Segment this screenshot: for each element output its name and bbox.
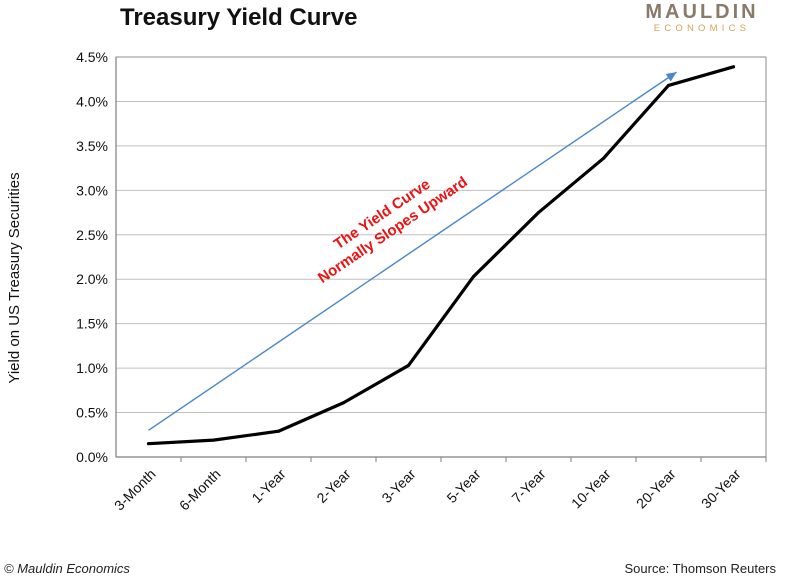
x-tick-label: 5-Year xyxy=(443,466,483,506)
trend-arrow-head xyxy=(665,72,677,82)
x-tick-label: 2-Year xyxy=(313,466,353,506)
y-tick-label: 0.5% xyxy=(76,405,108,421)
x-tick-label: 7-Year xyxy=(508,466,548,506)
y-tick-label: 1.0% xyxy=(76,360,108,376)
y-tick-label: 2.0% xyxy=(76,271,108,287)
yield-curve-point xyxy=(667,83,670,87)
y-tick-label: 4.5% xyxy=(76,49,108,65)
trend-arrow-line xyxy=(148,71,677,431)
logo-main-text: MAULDIN xyxy=(645,1,759,23)
x-tick-labels: 3-Month 6-Month 1-Year 2-Year 3-Year 5-Year 7-… xyxy=(111,466,744,514)
copyright-text: © Mauldin Economics xyxy=(4,561,130,576)
x-tick-label: 3-Month xyxy=(111,466,159,514)
x-tick-label: 3-Year xyxy=(378,466,418,506)
series xyxy=(146,65,736,446)
x-tick-label: 10-Year xyxy=(568,466,614,512)
yield-curve-point xyxy=(212,438,215,442)
chart-title: Treasury Yield Curve xyxy=(120,4,358,31)
source-text: Source: Thomson Reuters xyxy=(624,561,777,576)
y-tick-labels: 0.0% 0.5% 1.0% 1.5% 2.0% 2.5% 3.0% 3.5% 4.0% 4.5% xyxy=(76,49,108,465)
y-tick-label: 0.0% xyxy=(76,449,108,465)
x-tick-label: 20-Year xyxy=(633,466,679,512)
yield-curve-point xyxy=(407,363,410,367)
yield-curve-point xyxy=(147,442,150,446)
yield-curve-point xyxy=(277,429,280,433)
yield-curve-point xyxy=(472,275,475,279)
y-tick-label: 1.5% xyxy=(76,316,108,332)
yield-curve-point xyxy=(602,156,605,160)
mauldin-logo: MAULDIN ECONOMICS xyxy=(622,2,782,34)
x-tick-label: 1-Year xyxy=(248,466,288,506)
y-tick-label: 3.5% xyxy=(76,138,108,154)
logo-sub-text: ECONOMICS xyxy=(653,23,751,34)
axes xyxy=(115,56,767,462)
yield-curve-point xyxy=(732,65,735,69)
yield-curve-point xyxy=(537,211,540,215)
y-tick-label: 3.0% xyxy=(76,182,108,198)
gridlines xyxy=(116,56,766,414)
y-tick-label: 2.5% xyxy=(76,227,108,243)
x-tick-label: 30-Year xyxy=(698,466,744,512)
x-tick-label: 6-Month xyxy=(176,466,224,514)
yield-curve-line xyxy=(146,65,736,446)
yield-curve-point xyxy=(342,401,345,405)
trend-arrow xyxy=(148,71,677,431)
y-tick-label: 4.0% xyxy=(76,93,108,109)
plot-border xyxy=(115,56,767,458)
y-axis-label: Yield on US Treasury Securities xyxy=(6,172,23,383)
